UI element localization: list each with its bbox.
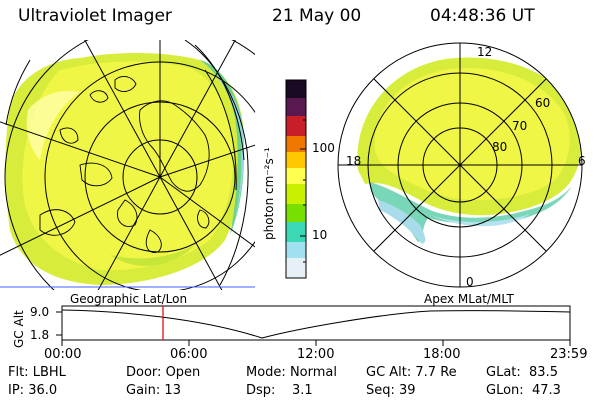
color-bar-segment: [286, 168, 306, 184]
altitude-y-high: 9.0: [30, 305, 50, 319]
geographic-map: [0, 40, 255, 290]
color-bar-segment: [286, 80, 306, 98]
status-dsp: Dsp: 3.1: [246, 383, 313, 398]
status-filter: Flt: LBHL: [8, 365, 66, 380]
status-gc-alt: GC Alt: 7.7 Re: [366, 365, 457, 380]
status-door: Door: Open: [126, 365, 201, 380]
altitude-plot: [56, 305, 571, 346]
color-bar-segment: [286, 184, 306, 204]
x-tick-label: 12:00: [297, 347, 335, 362]
magnetic-map: [337, 42, 583, 288]
instrument-title: Ultraviolet Imager: [18, 6, 172, 26]
colorbar-unit-label: photon cm⁻²s⁻¹: [262, 147, 276, 240]
status-glat: GLat: 83.5: [486, 365, 558, 380]
x-tick-label: 18:00: [423, 347, 461, 362]
color-bar-segment: [286, 258, 306, 278]
mlt-0-label: 0: [466, 275, 474, 289]
color-bar-segment: [286, 222, 306, 242]
color-bar-segment: [286, 242, 306, 258]
color-bar-segment: [286, 116, 306, 136]
time-label: 04:48:36 UT: [430, 6, 535, 26]
mlt-12-label: 12: [477, 45, 493, 59]
altitude-ylabel: GC Alt: [12, 310, 26, 348]
x-tick-label: 00:00: [44, 347, 82, 362]
date-label: 21 May 00: [272, 6, 362, 26]
mlat-80-label: 80: [492, 140, 508, 154]
mlat-60-label: 60: [535, 96, 551, 110]
status-mode: Mode: Normal: [246, 365, 337, 380]
x-tick-label: 23:59: [550, 347, 588, 362]
mlat-70-label: 70: [512, 119, 528, 133]
colorbar-tick-100: 100: [312, 141, 335, 155]
color-bar-segment: [286, 204, 306, 222]
status-glon: GLon: 47.3: [486, 383, 561, 398]
color-bar-segment: [286, 98, 306, 116]
status-seq: Seq: 39: [366, 383, 416, 398]
geographic-caption: Geographic Lat/Lon: [70, 292, 188, 306]
colorbar-tick-10: 10: [312, 228, 328, 242]
status-ip: IP: 36.0: [8, 383, 58, 398]
apex-caption: Apex MLat/MLT: [424, 292, 514, 306]
mlt-18-label: 18: [346, 154, 362, 168]
status-gain: Gain: 13: [126, 383, 181, 398]
color-bar-segment: [286, 152, 306, 168]
mlt-6-label: 6: [578, 154, 586, 168]
color-bar-segment: [286, 136, 306, 152]
color-bar: [285, 79, 307, 279]
x-tick-label: 06:00: [170, 347, 208, 362]
altitude-y-low: 1.8: [30, 328, 50, 342]
